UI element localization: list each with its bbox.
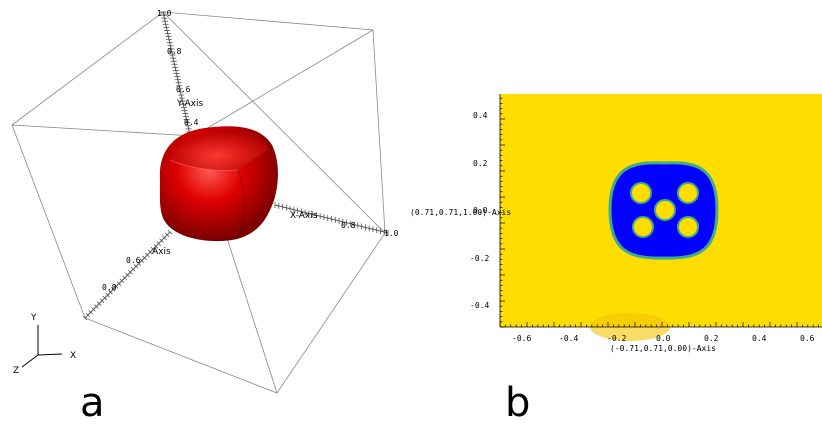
x-tick-label: 0.6	[800, 334, 815, 343]
y-tick-label: 0.8	[167, 47, 182, 56]
y-tick-label: 0.4	[184, 118, 199, 127]
y-tick-label: 0.4	[473, 111, 488, 120]
panel-b-plot: 0.4 0.2 0.0 -0.2 -0.4 -0.6 -0.4 -0.2 0.0…	[410, 94, 822, 353]
tick-mark	[105, 292, 110, 298]
triad-y-label: Y	[30, 313, 37, 323]
red-rounded-cube	[159, 126, 278, 242]
y-axis-title: (0.71,0.71,1.00)-Axis	[410, 208, 511, 217]
tick-mark	[82, 315, 88, 321]
y-tick-label: -0.2	[470, 254, 489, 263]
tick-mark	[136, 261, 142, 266]
x-tick-label: 0.4	[752, 334, 767, 343]
x-axis-title: (-0.71,0.71,0.00)-Axis	[610, 344, 716, 353]
x-tick-label: 0.8	[341, 221, 356, 230]
z-tick-label: 0.6	[126, 256, 141, 265]
tick-mark	[145, 252, 150, 258]
hole	[630, 182, 652, 204]
y-tick-label: 1.0	[157, 9, 172, 18]
z-axis-title: Axis	[152, 247, 171, 257]
y-tick-label: 0.2	[473, 159, 488, 168]
tick-mark	[147, 249, 153, 255]
x-axis-ticks	[274, 202, 389, 236]
x-axis-title: X-Axis	[290, 211, 318, 221]
y-tick-label: 0.0	[473, 206, 488, 215]
tick-mark	[102, 295, 108, 301]
tick-mark	[96, 301, 102, 306]
y-tick-label: -0.4	[470, 301, 489, 310]
orientation-triad	[21, 325, 63, 368]
tick-mark	[142, 255, 147, 261]
tick-mark	[108, 289, 113, 295]
tick-mark	[128, 269, 133, 275]
tick-mark	[133, 264, 139, 269]
tick-mark	[156, 241, 161, 246]
panel-a-plot: 1.0 0.8 0.6 0.4 Y-Axis 0.8 1.0 X-Axis 0.…	[11, 9, 399, 394]
tick-mark	[159, 238, 164, 243]
tick-mark	[85, 312, 91, 318]
z-tick-label: 0.8	[102, 283, 117, 292]
x-tick-label: 0.2	[704, 334, 719, 343]
tick-mark	[153, 244, 159, 249]
hole	[677, 182, 699, 204]
hole	[677, 216, 699, 238]
tick-mark	[122, 275, 127, 281]
y-axis-title: Y-Axis	[176, 99, 203, 109]
tick-mark	[116, 281, 122, 286]
yellow-holes	[630, 182, 699, 238]
y-tick-label: 0.6	[176, 85, 191, 94]
tick-mark	[150, 246, 156, 252]
tick-mark	[139, 258, 144, 263]
y-axis-ticks	[160, 11, 193, 136]
tick-mark	[130, 266, 136, 272]
x-tick-label: 1.0	[384, 229, 399, 238]
triad-x-label: X	[70, 351, 76, 361]
x-tick-label: -0.6	[512, 334, 531, 343]
x-tick-label: -0.4	[559, 334, 578, 343]
tick-mark	[162, 235, 167, 241]
tick-mark	[164, 232, 170, 238]
tick-mark	[113, 284, 119, 289]
tick-mark	[91, 307, 96, 312]
tick-mark	[167, 229, 173, 235]
x-tick-label: -0.2	[607, 334, 626, 343]
tick-mark	[125, 272, 130, 278]
triad-z-label: Z	[13, 366, 19, 376]
z-axis-ticks	[82, 229, 173, 321]
tick-mark	[111, 287, 116, 292]
panel-a-label: a	[80, 380, 105, 426]
tick-mark	[88, 309, 93, 315]
tick-mark	[94, 304, 99, 309]
panel-b-label: b	[505, 380, 531, 426]
hole	[632, 216, 654, 238]
x-tick-label: 0.0	[656, 334, 671, 343]
tick-mark	[119, 278, 125, 284]
tick-mark	[99, 298, 105, 304]
hole	[654, 199, 676, 221]
panel-b-ticks	[499, 97, 819, 328]
